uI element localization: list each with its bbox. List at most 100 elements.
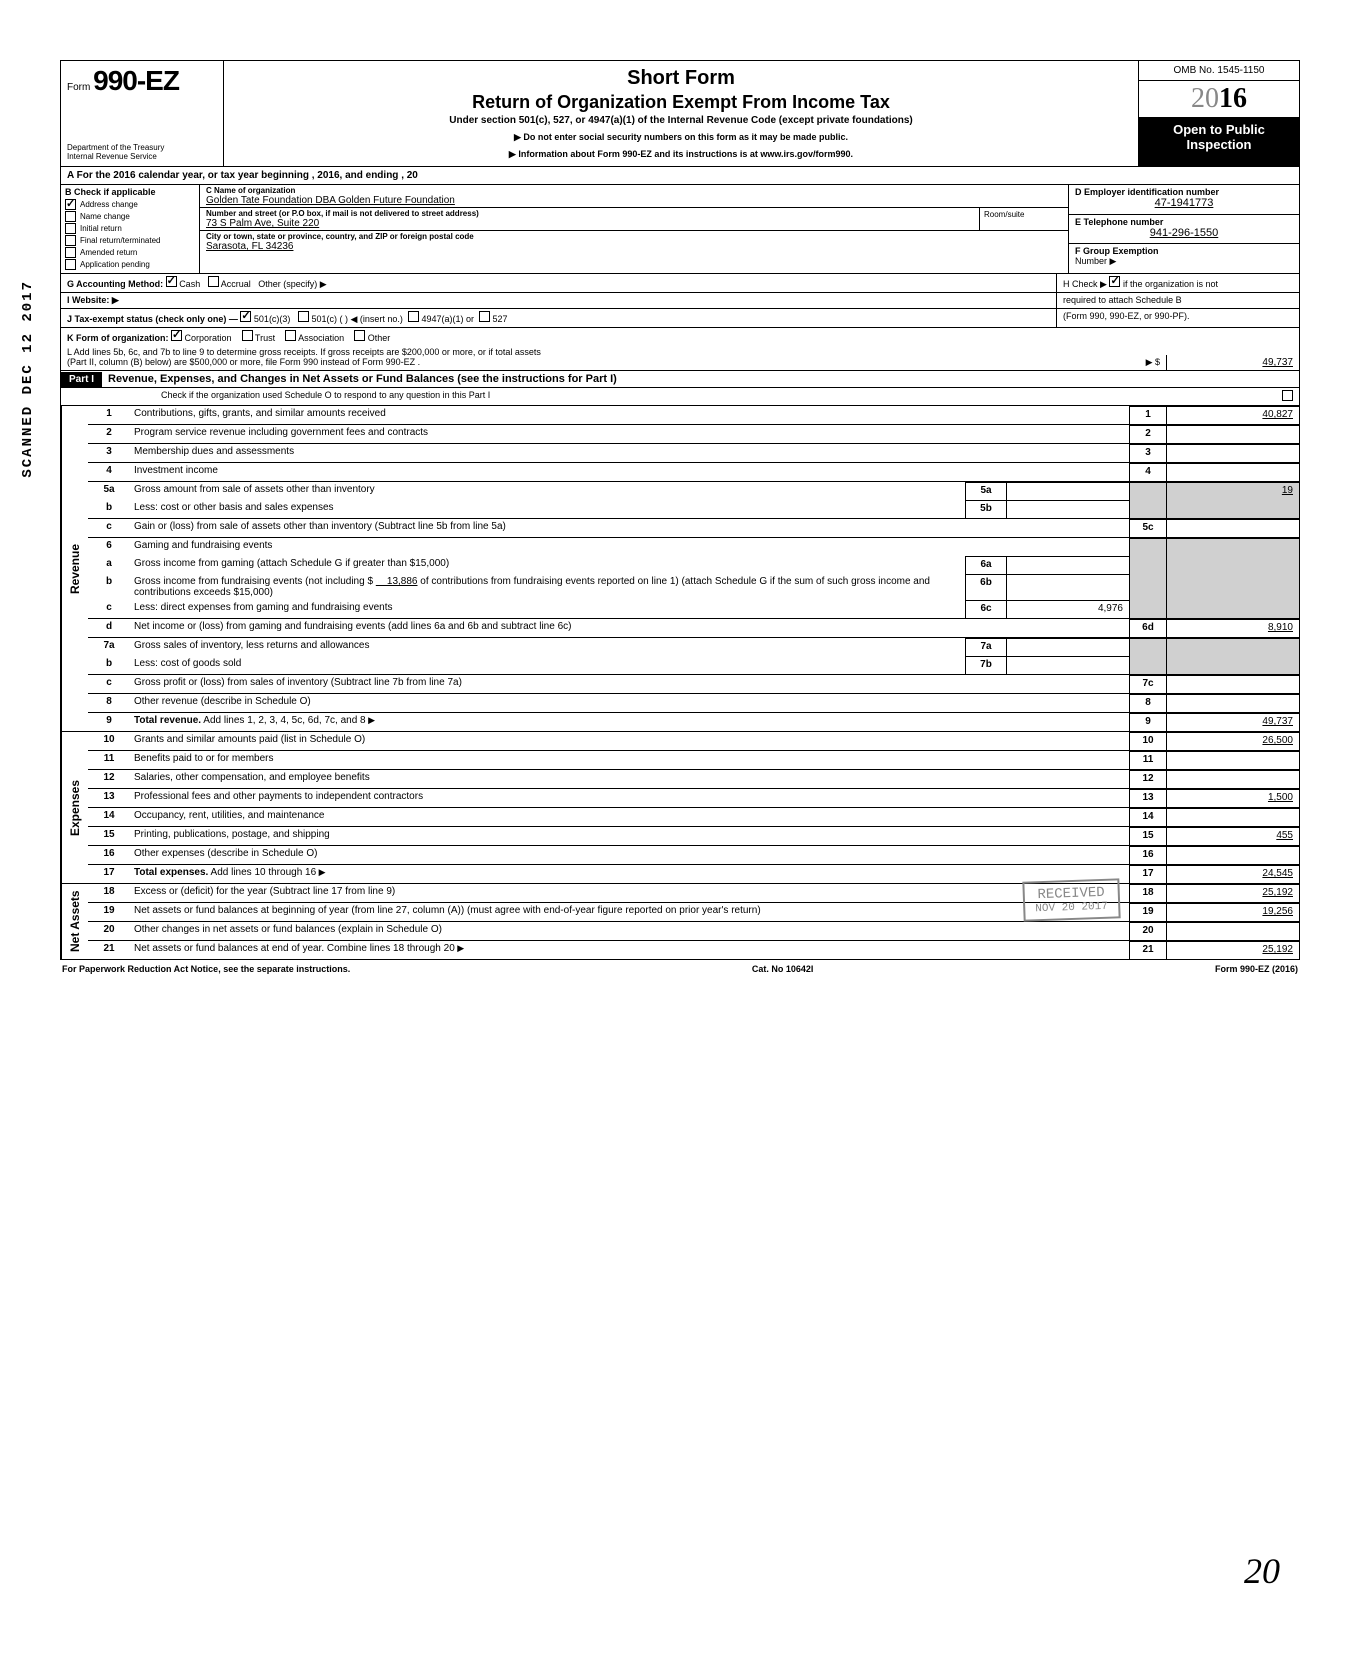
k-assoc-check[interactable] xyxy=(285,330,296,341)
h-check[interactable] xyxy=(1109,276,1120,287)
j-501c-check[interactable] xyxy=(298,311,309,322)
end-line-number: 9 xyxy=(1129,713,1166,731)
l-arrow: ▶ $ xyxy=(1146,357,1160,367)
line-row: cGain or (loss) from sale of assets othe… xyxy=(88,518,1299,537)
part1-check[interactable] xyxy=(1282,390,1293,401)
part1-title: Revenue, Expenses, and Changes in Net As… xyxy=(102,371,1299,387)
k-other-check[interactable] xyxy=(354,330,365,341)
expenses-side-label: Expenses xyxy=(61,732,88,883)
line-row: 6Gaming and fundraising events xyxy=(88,537,1299,556)
h-text1: H Check ▶ xyxy=(1063,279,1107,289)
b-checkbox[interactable] xyxy=(65,199,76,210)
k-trust: Trust xyxy=(255,333,275,343)
end-line-value xyxy=(1166,808,1299,826)
room-suite-label: Room/suite xyxy=(979,208,1068,230)
line-description: Contributions, gifts, grants, and simila… xyxy=(130,406,1129,424)
line-row: 15Printing, publications, postage, and s… xyxy=(88,826,1299,845)
i-website: I Website: ▶ xyxy=(61,293,1056,308)
g-cash-check[interactable] xyxy=(166,276,177,287)
j-4947-check[interactable] xyxy=(408,311,419,322)
b-checkbox[interactable] xyxy=(65,211,76,222)
mid-line-number: 5a xyxy=(965,482,1007,500)
c-street-value: 73 S Palm Ave, Suite 220 xyxy=(206,218,973,229)
line-number: 10 xyxy=(88,732,130,750)
header-mid: Short Form Return of Organization Exempt… xyxy=(224,61,1139,166)
return-title: Return of Organization Exempt From Incom… xyxy=(234,92,1128,113)
line-number: b xyxy=(88,656,130,674)
end-line-value: 455 xyxy=(1166,827,1299,845)
g-accounting: G Accounting Method: Cash Accrual Other … xyxy=(61,274,1056,292)
line-row: bGross income from fundraising events (n… xyxy=(88,574,1299,600)
b-check-line: Application pending xyxy=(65,259,195,270)
b-checkbox[interactable] xyxy=(65,235,76,246)
mid-line-value xyxy=(1007,556,1129,574)
line-row: 20Other changes in net assets or fund ba… xyxy=(88,921,1299,940)
k-form-org: K Form of organization: Corporation Trus… xyxy=(61,328,1299,345)
j-4947: 4947(a)(1) or xyxy=(421,314,474,324)
netassets-side-label: Net Assets xyxy=(61,884,88,959)
line-row: 4Investment income4 xyxy=(88,462,1299,481)
mid-line-value xyxy=(1007,656,1129,674)
k-trust-check[interactable] xyxy=(242,330,253,341)
line-number: b xyxy=(88,574,130,600)
form-prefix: Form xyxy=(67,82,90,93)
b-checkbox[interactable] xyxy=(65,223,76,234)
end-line-number: 1 xyxy=(1129,406,1166,424)
dept-treasury: Department of the Treasury Internal Reve… xyxy=(67,144,217,162)
line-description: Professional fees and other payments to … xyxy=(130,789,1129,807)
line-description: Net assets or fund balances at end of ye… xyxy=(130,941,1129,959)
k-other: Other xyxy=(368,333,391,343)
line-number: 1 xyxy=(88,406,130,424)
end-line-value xyxy=(1166,519,1299,537)
line-number: d xyxy=(88,619,130,637)
end-line-value xyxy=(1166,770,1299,788)
b-check-line: Name change xyxy=(65,211,195,222)
line-number: 12 xyxy=(88,770,130,788)
end-line-value xyxy=(1166,600,1299,618)
k-corp-check[interactable] xyxy=(171,330,182,341)
g-accrual-check[interactable] xyxy=(208,276,219,287)
end-line-number: 17 xyxy=(1129,865,1166,883)
f-label: F Group Exemption xyxy=(1075,246,1293,256)
g-other-label: Other (specify) ▶ xyxy=(258,279,326,289)
line-description: Less: cost or other basis and sales expe… xyxy=(130,500,965,518)
b-checkbox[interactable] xyxy=(65,259,76,270)
line-number: 15 xyxy=(88,827,130,845)
line-row: 14Occupancy, rent, utilities, and mainte… xyxy=(88,807,1299,826)
mid-line-value xyxy=(1007,500,1129,518)
year-value: 16 xyxy=(1219,83,1247,114)
line-row: 10Grants and similar amounts paid (list … xyxy=(88,732,1299,750)
line-number: 7a xyxy=(88,638,130,656)
end-line-number: 2 xyxy=(1129,425,1166,443)
instr-1: ▶ Do not enter social security numbers o… xyxy=(234,132,1128,143)
line-description: Investment income xyxy=(130,463,1129,481)
line-row: 18Excess or (deficit) for the year (Subt… xyxy=(88,884,1299,902)
end-line-number: 21 xyxy=(1129,941,1166,959)
line-number: 5a xyxy=(88,482,130,500)
open-to-public: Open to Public Inspection xyxy=(1139,118,1299,166)
l-line1: L Add lines 5b, 6c, and 7b to line 9 to … xyxy=(67,347,1160,357)
line-description: Gross sales of inventory, less returns a… xyxy=(130,638,965,656)
part1-check-label: Check if the organization used Schedule … xyxy=(161,390,490,400)
line-number: 11 xyxy=(88,751,130,769)
line-number: 9 xyxy=(88,713,130,731)
h-cont: required to attach Schedule B xyxy=(1056,293,1299,308)
end-line-number xyxy=(1129,656,1166,674)
form-number: 990-EZ xyxy=(93,65,179,96)
g-cash-label: Cash xyxy=(179,279,200,289)
j-501c3-check[interactable] xyxy=(240,311,251,322)
end-line-value xyxy=(1166,675,1299,693)
j-527-check[interactable] xyxy=(479,311,490,322)
line-row: 13Professional fees and other payments t… xyxy=(88,788,1299,807)
b-check-label: Application pending xyxy=(80,260,150,269)
end-line-value: 8,910 xyxy=(1166,619,1299,637)
line-row: aGross income from gaming (attach Schedu… xyxy=(88,556,1299,574)
b-check-line: Final return/terminated xyxy=(65,235,195,246)
b-checkbox[interactable] xyxy=(65,247,76,258)
col-b-checks: B Check if applicable Address changeName… xyxy=(61,185,200,273)
footer-mid: Cat. No 10642I xyxy=(752,964,814,974)
omb-number: OMB No. 1545-1150 xyxy=(1139,61,1299,81)
year-prefix: 20 xyxy=(1191,83,1219,114)
row-k: K Form of organization: Corporation Trus… xyxy=(60,328,1300,345)
line-description: Gross profit or (loss) from sales of inv… xyxy=(130,675,1129,693)
